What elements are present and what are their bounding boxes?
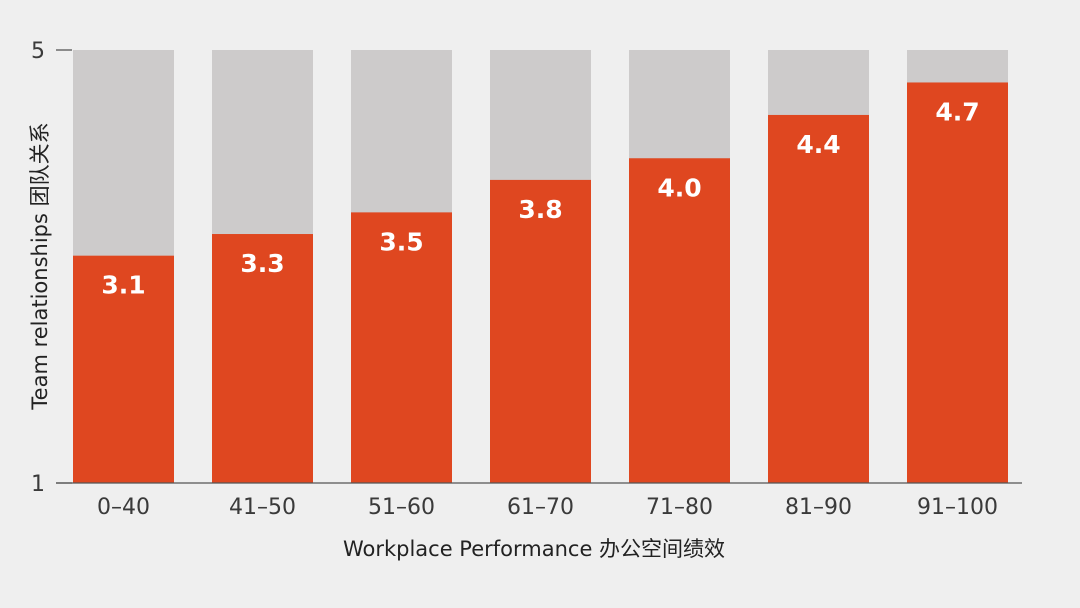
data-label-0: 3.1	[101, 271, 145, 300]
y-axis: 15	[31, 39, 72, 497]
x-tick-label-4: 71–80	[646, 495, 713, 520]
bar-5	[768, 114, 869, 483]
bars-layer	[73, 50, 1008, 483]
data-label-2: 3.5	[379, 227, 423, 256]
labels-layer: 3.1 0–40 3.3 41–50 3.5 51–60 3.8 61–70 4.0 71–80 4…	[97, 97, 998, 520]
x-tick-label-6: 91–100	[917, 495, 998, 520]
x-axis-title: Workplace Performance 办公空间绩效	[343, 537, 725, 561]
x-tick-label-5: 81–90	[785, 495, 852, 520]
bar-0	[73, 255, 174, 483]
x-tick-label-1: 41–50	[229, 495, 296, 520]
bar-4	[629, 158, 730, 483]
data-label-6: 4.7	[935, 97, 979, 126]
bar-3	[490, 179, 591, 483]
x-tick-label-0: 0–40	[97, 495, 150, 520]
data-label-5: 4.4	[796, 130, 840, 159]
y-axis-title: Team relationships 团队关系	[28, 122, 52, 410]
data-label-4: 4.0	[657, 173, 701, 202]
y-tick-label-1: 5	[31, 39, 45, 64]
bar-1	[212, 234, 313, 483]
y-tick-label-0: 1	[31, 472, 45, 497]
bar-6	[907, 82, 1008, 483]
x-tick-label-2: 51–60	[368, 495, 435, 520]
bar-2	[351, 212, 452, 483]
x-tick-label-3: 61–70	[507, 495, 574, 520]
data-label-3: 3.8	[518, 195, 562, 224]
data-label-1: 3.3	[240, 249, 284, 278]
